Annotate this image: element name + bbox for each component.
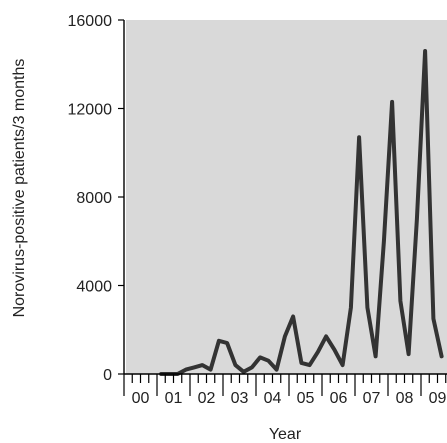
x-tick-label: 07 (363, 390, 381, 407)
y-tick-label: 12000 (68, 102, 113, 119)
y-ticks: 0 4000 8000 12000 16000 (68, 13, 124, 384)
x-tick-label: 06 (330, 390, 348, 407)
y-tick-label: 16000 (68, 13, 113, 30)
shaded-band (357, 20, 374, 374)
x-ticks: 00 01 02 03 04 05 06 07 08 09 (123, 374, 447, 407)
y-axis-title: Norovirus-positive patients/3 months (11, 59, 28, 318)
x-tick-label: 08 (396, 390, 414, 407)
y-tick-label: 0 (103, 367, 112, 384)
shaded-band (291, 20, 308, 374)
x-tick-label: 02 (198, 390, 216, 407)
shaded-band (373, 20, 390, 374)
shaded-band (126, 20, 143, 374)
shaded-band (324, 20, 341, 374)
x-tick-label: 01 (165, 390, 183, 407)
shaded-band (159, 20, 176, 374)
shaded-band (274, 20, 291, 374)
shaded-band (208, 20, 225, 374)
x-tick-label: 00 (132, 390, 150, 407)
x-tick-label: 09 (429, 390, 447, 407)
y-tick-label: 8000 (76, 190, 112, 207)
shaded-band (175, 20, 192, 374)
shaded-band (241, 20, 258, 374)
shaded-band (142, 20, 159, 374)
x-tick-label: 04 (264, 390, 282, 407)
series-group (159, 49, 444, 376)
shaded-band (192, 20, 209, 374)
y-tick-label: 4000 (76, 279, 112, 296)
shaded-bands (126, 20, 447, 374)
shaded-band (406, 20, 423, 374)
shaded-band (225, 20, 242, 374)
shaded-band (258, 20, 275, 374)
shaded-band (307, 20, 324, 374)
series-line (159, 49, 444, 376)
shaded-band (439, 20, 447, 374)
x-axis-title: Year (269, 426, 302, 443)
x-tick-label: 05 (297, 390, 315, 407)
x-tick-label: 03 (231, 390, 249, 407)
